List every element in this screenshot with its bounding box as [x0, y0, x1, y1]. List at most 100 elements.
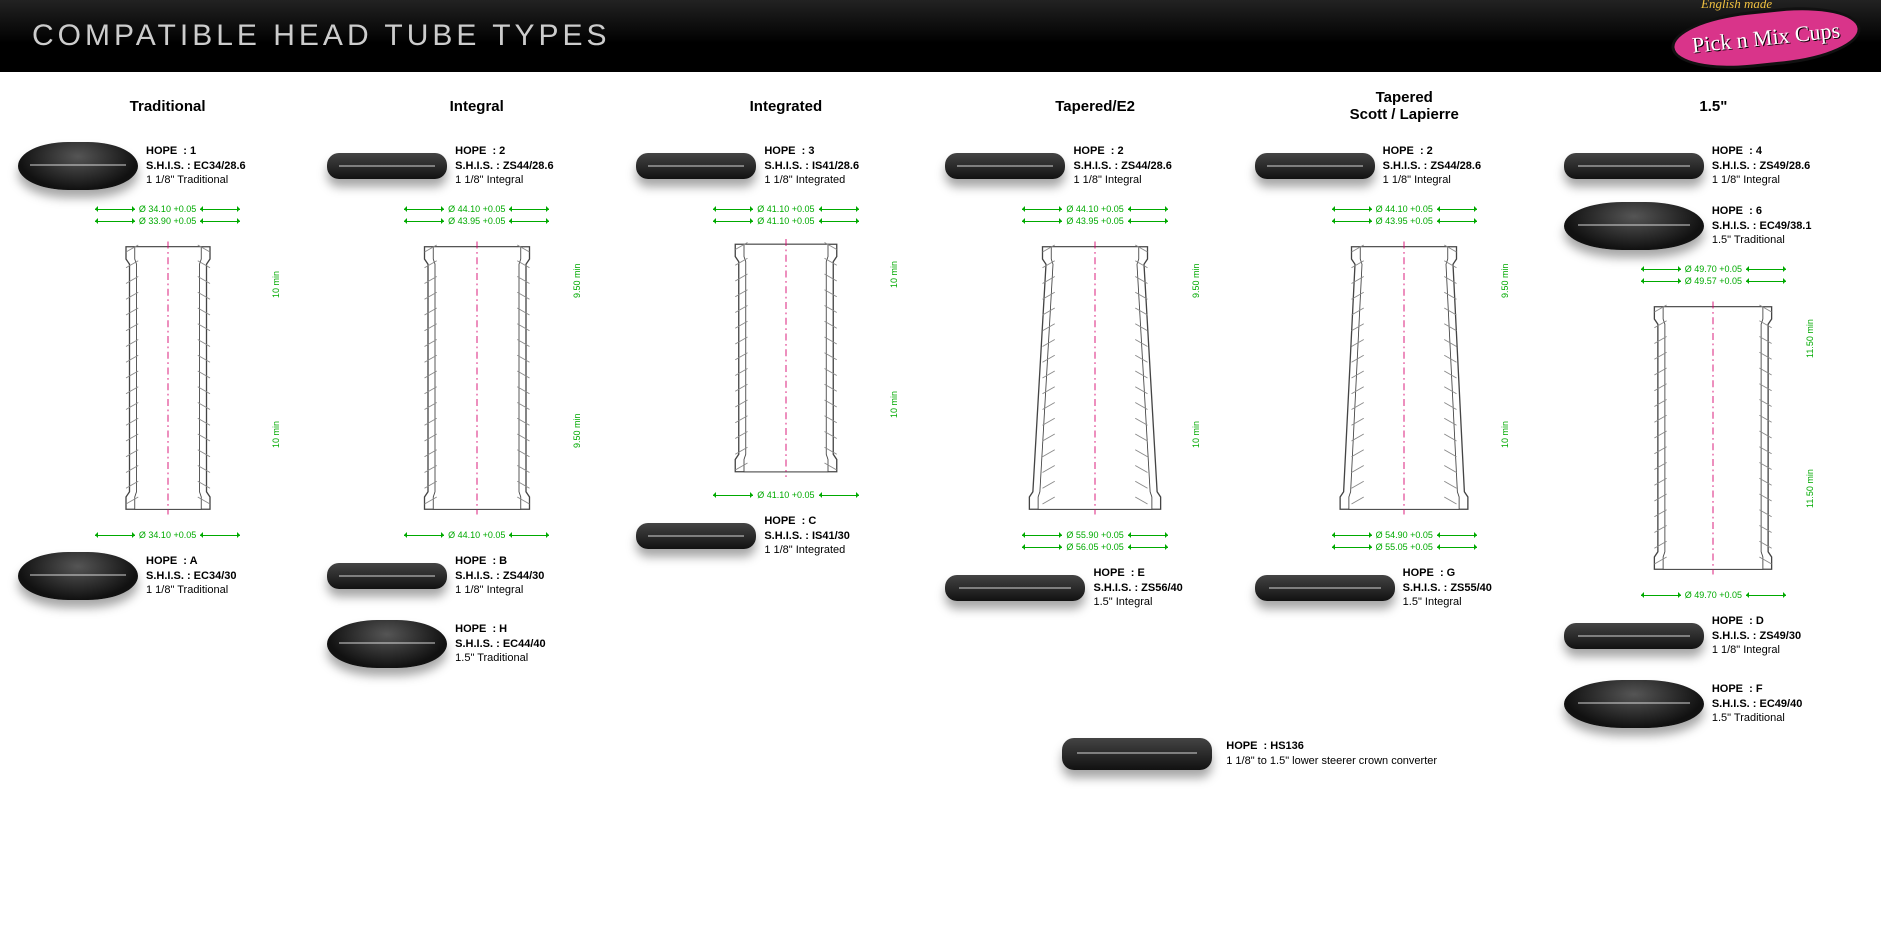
dimension: Ø 41.10 +0.05 [713, 490, 858, 500]
column-title: Integrated [750, 86, 823, 126]
dimension: Ø 44.10 +0.05 [1022, 204, 1167, 214]
cup-label: HOPE : D S.H.I.S. : ZS49/30 1 1/8" Integ… [1712, 614, 1801, 659]
cup-label: HOPE : HS1361 1/8" to 1.5" lower steerer… [1226, 739, 1437, 769]
cup-row: HOPE : H S.H.I.S. : EC44/40 1.5" Traditi… [327, 614, 626, 674]
side-dimensions: 10 min10 min [253, 228, 280, 528]
cup-label: HOPE : G S.H.I.S. : ZS55/40 1.5" Integra… [1403, 566, 1492, 611]
cup-label: HOPE : 4 S.H.I.S. : ZS49/28.6 1 1/8" Int… [1712, 144, 1810, 189]
cup-row: HOPE : D S.H.I.S. : ZS49/30 1 1/8" Integ… [1564, 606, 1863, 666]
bottom-dimensions: Ø 54.90 +0.05 Ø 55.05 +0.05 [1332, 530, 1477, 552]
column: Integral HOPE : 2 S.H.I.S. : ZS44/28.6 1… [327, 86, 626, 738]
head-tube: 9.50 min9.50 min [407, 228, 547, 528]
bottom-dimensions: Ø 34.10 +0.05 [95, 530, 240, 540]
cup-row: HOPE : 2 S.H.I.S. : ZS44/28.6 1 1/8" Int… [945, 136, 1244, 196]
logo-text: Pick n Mix Cups [1691, 17, 1841, 58]
cup-label: HOPE : H S.H.I.S. : EC44/40 1.5" Traditi… [455, 622, 545, 667]
tube-wrap: Ø 44.10 +0.05 Ø 43.95 +0.05 9.50 min10 m… [1255, 204, 1554, 552]
head-tube-svg [1025, 228, 1165, 528]
headset-cup [327, 620, 447, 668]
converter-row: HOPE : HS1361 1/8" to 1.5" lower steerer… [945, 738, 1553, 770]
top-dimensions: Ø 44.10 +0.05 Ø 43.95 +0.05 [1332, 204, 1477, 226]
head-tube-svg [1334, 228, 1474, 528]
cup-row: HOPE : 6 S.H.I.S. : EC49/38.1 1.5" Tradi… [1564, 196, 1863, 256]
cup-label: HOPE : 2 S.H.I.S. : ZS44/28.6 1 1/8" Int… [455, 144, 553, 189]
headset-cup [327, 153, 447, 179]
column: Integrated HOPE : 3 S.H.I.S. : IS41/28.6… [636, 86, 935, 738]
head-tube-svg [716, 228, 856, 488]
dimension: Ø 54.90 +0.05 [1332, 530, 1477, 540]
side-dimensions: 10 min10 min [871, 228, 898, 488]
top-dimensions: Ø 49.70 +0.05 Ø 49.57 +0.05 [1641, 264, 1786, 286]
column: Tapered Scott / Lapierre HOPE : 2 S.H.I.… [1255, 86, 1554, 738]
cup-label: HOPE : A S.H.I.S. : EC34/30 1 1/8" Tradi… [146, 554, 236, 599]
side-dimensions: 11.50 min11.50 min [1787, 288, 1826, 588]
dimension: Ø 55.05 +0.05 [1332, 542, 1477, 552]
dimension: Ø 56.05 +0.05 [1022, 542, 1167, 552]
tube-wrap: Ø 44.10 +0.05 Ø 43.95 +0.05 9.50 min9.50… [327, 204, 626, 540]
headset-cup [945, 153, 1065, 179]
column: 1.5" HOPE : 4 S.H.I.S. : ZS49/28.6 1 1/8… [1564, 86, 1863, 738]
tube-wrap: Ø 49.70 +0.05 Ø 49.57 +0.05 11.50 min11.… [1564, 264, 1863, 600]
dimension: Ø 43.95 +0.05 [1022, 216, 1167, 226]
column: Tapered/E2 HOPE : 2 S.H.I.S. : ZS44/28.6… [945, 86, 1244, 738]
cup-label: HOPE : 2 S.H.I.S. : ZS44/28.6 1 1/8" Int… [1383, 144, 1481, 189]
headset-cup [327, 563, 447, 589]
headset-cup [1564, 153, 1704, 179]
tube-wrap: Ø 34.10 +0.05 Ø 33.90 +0.05 10 min10 min… [18, 204, 317, 540]
side-dimensions: 9.50 min10 min [1482, 228, 1517, 528]
headset-cup [18, 142, 138, 190]
bottom-dimensions: Ø 44.10 +0.05 [404, 530, 549, 540]
top-dimensions: Ø 44.10 +0.05 Ø 43.95 +0.05 [404, 204, 549, 226]
cup-label: HOPE : E S.H.I.S. : ZS56/40 1.5" Integra… [1093, 566, 1182, 611]
head-tube: 9.50 min10 min [1334, 228, 1474, 528]
top-dimensions: Ø 34.10 +0.05 Ø 33.90 +0.05 [95, 204, 240, 226]
column-title: Tapered/E2 [1055, 86, 1135, 126]
side-dimensions: 9.50 min9.50 min [554, 228, 589, 528]
cup-label: HOPE : 1 S.H.I.S. : EC34/28.6 1 1/8" Tra… [146, 144, 246, 189]
dimension: Ø 41.10 +0.05 [713, 216, 858, 226]
dimension: Ø 33.90 +0.05 [95, 216, 240, 226]
head-tube-svg [1643, 288, 1783, 588]
bottom-dimensions: Ø 41.10 +0.05 [713, 490, 858, 500]
cup-label: HOPE : 6 S.H.I.S. : EC49/38.1 1.5" Tradi… [1712, 204, 1812, 249]
top-dimensions: Ø 41.10 +0.05 Ø 41.10 +0.05 [713, 204, 858, 226]
cup-label: HOPE : 3 S.H.I.S. : IS41/28.6 1 1/8" Int… [764, 144, 859, 189]
dimension: Ø 49.70 +0.05 [1641, 264, 1786, 274]
headset-cup [945, 575, 1085, 601]
header-bar: COMPATIBLE HEAD TUBE TYPES English made … [0, 0, 1881, 72]
page-title: COMPATIBLE HEAD TUBE TYPES [32, 19, 611, 53]
logo-oval: Pick n Mix Cups [1669, 0, 1864, 76]
column-title: Traditional [130, 86, 206, 126]
cup-row: HOPE : 2 S.H.I.S. : ZS44/28.6 1 1/8" Int… [1255, 136, 1554, 196]
cup-row: HOPE : B S.H.I.S. : ZS44/30 1 1/8" Integ… [327, 546, 626, 606]
cup-row: HOPE : A S.H.I.S. : EC34/30 1 1/8" Tradi… [18, 546, 317, 606]
headset-cup [1564, 680, 1704, 728]
dimension: Ø 43.95 +0.05 [404, 216, 549, 226]
headset-cup [1255, 153, 1375, 179]
cup-row: HOPE : 3 S.H.I.S. : IS41/28.6 1 1/8" Int… [636, 136, 935, 196]
head-tube: 9.50 min10 min [1025, 228, 1165, 528]
cup-row: HOPE : F S.H.I.S. : EC49/40 1.5" Traditi… [1564, 674, 1863, 734]
tube-wrap: Ø 41.10 +0.05 Ø 41.10 +0.05 10 min10 min… [636, 204, 935, 500]
cup-label: HOPE : B S.H.I.S. : ZS44/30 1 1/8" Integ… [455, 554, 544, 599]
headset-cup [1062, 738, 1212, 770]
dimension: Ø 44.10 +0.05 [1332, 204, 1477, 214]
cup-row: HOPE : G S.H.I.S. : ZS55/40 1.5" Integra… [1255, 558, 1554, 618]
headset-cup [1564, 202, 1704, 250]
dimension: Ø 41.10 +0.05 [713, 204, 858, 214]
cup-row: HOPE : 4 S.H.I.S. : ZS49/28.6 1 1/8" Int… [1564, 136, 1863, 196]
column: Traditional HOPE : 1 S.H.I.S. : EC34/28.… [18, 86, 317, 738]
cup-label: HOPE : F S.H.I.S. : EC49/40 1.5" Traditi… [1712, 682, 1802, 727]
dimension: Ø 43.95 +0.05 [1332, 216, 1477, 226]
cup-row: HOPE : 2 S.H.I.S. : ZS44/28.6 1 1/8" Int… [327, 136, 626, 196]
diagram-grid: Traditional HOPE : 1 S.H.I.S. : EC34/28.… [0, 72, 1881, 800]
cup-label: HOPE : C S.H.I.S. : IS41/30 1 1/8" Integ… [764, 514, 850, 559]
head-tube: 11.50 min11.50 min [1643, 288, 1783, 588]
dimension: Ø 34.10 +0.05 [95, 530, 240, 540]
column-title: Integral [450, 86, 504, 126]
dimension: Ø 34.10 +0.05 [95, 204, 240, 214]
column-title: 1.5" [1699, 86, 1727, 126]
headset-cup [636, 153, 756, 179]
head-tube-svg [407, 228, 547, 528]
bottom-dimensions: Ø 49.70 +0.05 [1641, 590, 1786, 600]
